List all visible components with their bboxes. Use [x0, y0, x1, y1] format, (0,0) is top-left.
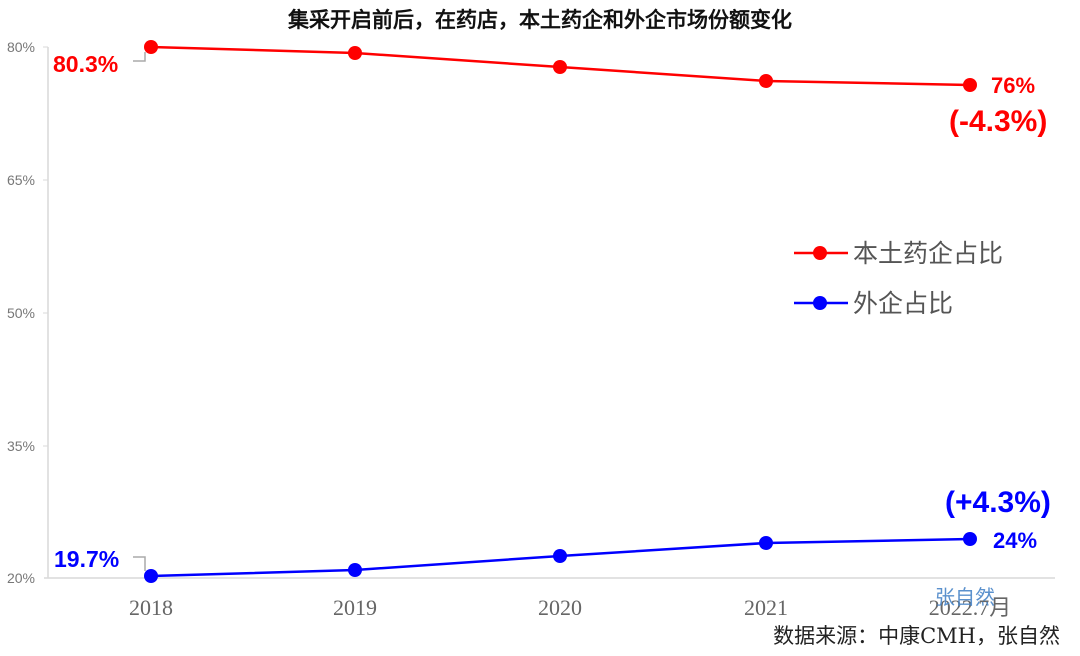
- data-point[interactable]: [553, 60, 567, 74]
- foreign-end-label: 24%: [993, 528, 1037, 553]
- legend-item-domestic[interactable]: 本土药企占比: [794, 239, 1003, 268]
- y-tick-label: 80%: [7, 39, 35, 55]
- leader-line: [133, 556, 146, 571]
- data-point[interactable]: [963, 78, 977, 92]
- series-domestic: [144, 40, 977, 92]
- leader-line: [133, 52, 146, 62]
- data-point[interactable]: [144, 40, 158, 54]
- legend-label: 本土药企占比: [853, 239, 1003, 268]
- y-tick-label: 35%: [7, 438, 35, 454]
- x-tick-label: 2021: [744, 595, 788, 620]
- legend-item-foreign[interactable]: 外企占比: [794, 289, 953, 318]
- foreign-start-label: 19.7%: [54, 546, 119, 572]
- data-point[interactable]: [759, 74, 773, 88]
- domestic-change-label: (-4.3%): [949, 105, 1047, 138]
- data-point[interactable]: [348, 563, 362, 577]
- legend-marker-icon: [813, 246, 827, 260]
- series-foreign: [144, 532, 977, 583]
- x-tick-label: 2018: [129, 595, 173, 620]
- data-point[interactable]: [144, 569, 158, 583]
- x-tick-label: 2020: [538, 595, 582, 620]
- legend: 本土药企占比 外企占比: [794, 239, 1003, 318]
- y-ticks: 80% 65% 50% 35% 20%: [7, 39, 48, 586]
- x-ticks: 2018 2019 2020 2021 2022.7月: [129, 595, 1011, 620]
- chart-title: 集采开启前后，在药店，本土药企和外企市场份额变化: [288, 8, 792, 32]
- domestic-start-label: 80.3%: [53, 51, 118, 77]
- data-point[interactable]: [963, 532, 977, 546]
- foreign-change-label: (+4.3%): [945, 486, 1051, 519]
- x-tick-label: 2022.7月: [929, 595, 1012, 620]
- data-point[interactable]: [348, 46, 362, 60]
- domestic-end-label: 76%: [991, 73, 1035, 98]
- y-tick-label: 20%: [7, 570, 35, 586]
- source-note: 数据来源：中康CMH，张自然: [773, 624, 1060, 648]
- data-point[interactable]: [553, 549, 567, 563]
- y-tick-label: 65%: [7, 172, 35, 188]
- x-tick-label: 2019: [333, 595, 377, 620]
- legend-label: 外企占比: [853, 289, 953, 318]
- watermark: 张自然: [935, 585, 995, 609]
- y-tick-label: 50%: [7, 305, 35, 321]
- data-point[interactable]: [759, 536, 773, 550]
- legend-marker-icon: [813, 296, 827, 310]
